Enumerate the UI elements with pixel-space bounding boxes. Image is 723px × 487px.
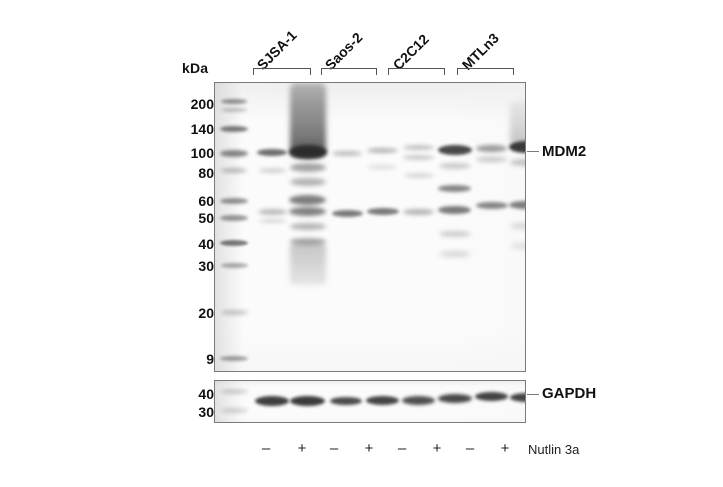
band-lane6-sub4 [439, 231, 471, 237]
band-lane4-sub2 [367, 208, 399, 215]
band-lane6-sub3 [438, 206, 471, 214]
lane-bracket-c2c12 [388, 68, 445, 75]
band-lane5-gapdh [402, 396, 435, 405]
band-lane1-gapdh [255, 396, 289, 406]
ladder-band-9 [220, 356, 248, 361]
band-lane7-mdm2 [476, 145, 507, 152]
lane-label-c2c12: C2C12 [389, 30, 432, 73]
mw-marker-140: 140 [190, 121, 214, 137]
band-lane3-gapdh [330, 397, 362, 405]
band-lane8-sub4 [510, 243, 525, 249]
mw-marker-40: 40 [198, 236, 214, 252]
mdm2-pointer-line [527, 151, 539, 152]
lane-label-saos-2: Saos-2 [321, 29, 366, 73]
band-lane6-gapdh [438, 394, 472, 403]
ladder-band-20 [221, 310, 248, 315]
band-lane8-sub2 [509, 201, 525, 209]
treatment-symbol-lane-4: + [364, 440, 374, 457]
treatment-name-label: Nutlin 3a [528, 442, 580, 457]
band-lane5-sub1 [403, 155, 434, 160]
mw-marker-30-loading: 30 [198, 404, 214, 420]
band-lane2-gapdh [290, 396, 325, 406]
ladder-band-80 [221, 168, 247, 173]
ladder-band-30 [221, 263, 248, 268]
target-label-mdm2: MDM2 [542, 143, 587, 160]
band-lane8-gapdh [510, 393, 525, 402]
ladder-band-140 [220, 126, 248, 132]
band-lane2-sub1 [290, 163, 326, 172]
gapdh-pointer-line [527, 394, 539, 395]
ladder-band-200b [221, 108, 247, 112]
band-lane2-sub2 [290, 178, 326, 186]
mw-marker-40-loading: 40 [198, 386, 214, 402]
treatment-symbol-lane-8: + [500, 440, 510, 457]
lane-bracket-saos-2 [321, 68, 377, 75]
band-lane8-sub1 [510, 159, 525, 166]
band-lane4-gapdh [366, 396, 399, 405]
mw-marker-60: 60 [198, 193, 214, 209]
ladder-band-60 [220, 198, 248, 204]
mw-marker-200: 200 [190, 96, 214, 112]
treatment-symbol-lane-3: – [329, 440, 339, 457]
band-lane6-sub1 [439, 163, 471, 169]
blot-panel-gapdh [214, 380, 526, 423]
band-lane3-sub1 [332, 210, 363, 217]
band-lane2-sub4 [289, 207, 326, 216]
band-lane8-mdm2 [509, 141, 525, 153]
band-lane2-sub6 [290, 238, 326, 245]
mw-marker-9: 9 [206, 351, 214, 367]
mw-marker-80: 80 [198, 165, 214, 181]
band-lane4-sub1 [367, 165, 397, 169]
band-lane8-sub3 [510, 223, 525, 229]
smear-lane8-highmw [510, 101, 525, 145]
band-lane6-sub2 [438, 185, 471, 192]
treatment-symbol-lane-6: + [432, 440, 442, 457]
ladder-band-200 [221, 99, 247, 104]
lane-bracket-sjsa-1 [253, 68, 311, 75]
ladder-band-40-loading [221, 389, 248, 394]
band-lane5-sub2 [404, 173, 434, 178]
band-lane7-gapdh [475, 392, 508, 401]
target-label-gapdh: GAPDH [542, 385, 597, 402]
mw-marker-20: 20 [198, 305, 214, 321]
kda-unit-label: kDa [182, 60, 209, 76]
band-lane1-sub2 [258, 209, 287, 215]
treatment-symbol-lane-1: – [261, 440, 271, 457]
ladder-band-50 [220, 215, 248, 221]
band-lane6-sub5 [439, 251, 471, 257]
band-lane5-sub3 [403, 209, 434, 215]
band-lane2-sub3 [289, 195, 326, 205]
band-lane5-mdm2 [403, 145, 434, 150]
band-lane2-mdm2 [289, 145, 327, 159]
ladder-band-30-loading [221, 408, 248, 413]
band-lane2-sub5 [290, 223, 326, 230]
treatment-symbol-lane-7: – [465, 440, 475, 457]
lane-label-sjsa-1: SJSA-1 [253, 27, 300, 74]
smear-lane2-lowmw [290, 243, 326, 285]
band-lane7-sub2 [476, 202, 508, 209]
treatment-symbol-lane-2: + [297, 440, 307, 457]
mw-marker-30: 30 [198, 258, 214, 274]
band-lane6-mdm2 [438, 145, 472, 155]
mw-marker-50: 50 [198, 210, 214, 226]
band-lane1-sub1 [259, 168, 286, 173]
treatment-symbol-lane-5: – [397, 440, 407, 457]
band-lane7-sub1 [476, 157, 507, 162]
lane-label-mtln3: MTLn3 [458, 29, 502, 73]
ladder-band-40 [220, 240, 248, 246]
band-lane1-mdm2 [257, 149, 287, 156]
blot-film-mdm2 [215, 83, 525, 371]
lane-bracket-mtln3 [457, 68, 514, 75]
band-lane4-mdm2 [367, 148, 398, 153]
smear-lane2-highmw [290, 83, 326, 157]
band-lane3-mdm2 [332, 151, 362, 156]
ladder-band-100 [220, 150, 248, 157]
blot-panel-mdm2 [214, 82, 526, 372]
band-lane1-sub3 [259, 219, 286, 223]
mw-marker-100: 100 [190, 145, 214, 161]
